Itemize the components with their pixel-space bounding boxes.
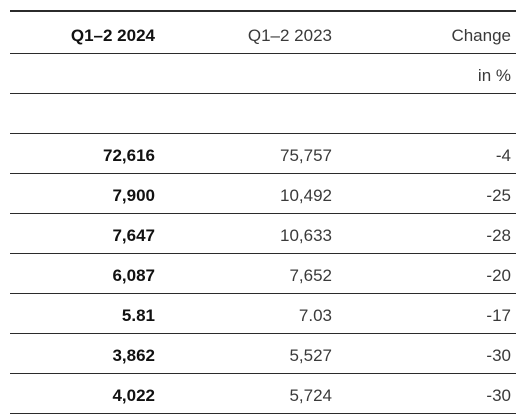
row-rule [10, 213, 516, 214]
table-row-3-current: 7,647 [112, 226, 155, 245]
table-row-4-previous: 7,652 [289, 266, 332, 285]
header-q1-2-2023: Q1–2 2023 [247, 26, 332, 45]
table-row-3-change: -28 [486, 226, 511, 245]
header-change-unit: in % [477, 66, 511, 85]
table-row-5-previous: 7.03 [298, 306, 332, 325]
table-row-1-change: -4 [495, 146, 511, 165]
row-rule [10, 333, 516, 334]
table-row-6-current: 3,862 [112, 346, 155, 365]
table-row-7-change: -30 [486, 386, 511, 405]
table-row-3-previous: 10,633 [280, 226, 332, 245]
row-rule [10, 173, 516, 174]
table-row-2-previous: 10,492 [280, 186, 332, 205]
table-row-2-change: -25 [486, 186, 511, 205]
table-row-6-previous: 5,527 [289, 346, 332, 365]
section-rule [10, 133, 516, 134]
header-change: Change [451, 26, 511, 45]
table-row-1-previous: 75,757 [280, 146, 332, 165]
table-row-7-previous: 5,724 [289, 386, 332, 405]
table-row-6-change: -30 [486, 346, 511, 365]
row-rule [10, 373, 516, 374]
row-rule [10, 253, 516, 254]
header-rule [10, 53, 516, 54]
table-top-rule [10, 10, 516, 12]
table-row-1-current: 72,616 [103, 146, 155, 165]
table-row-2-current: 7,900 [112, 186, 155, 205]
table-row-4-current: 6,087 [112, 266, 155, 285]
table-row-7-current: 4,022 [112, 386, 155, 405]
row-rule [10, 413, 516, 414]
table-row-5-current: 5.81 [121, 306, 155, 325]
table-row-5-change: -17 [486, 306, 511, 325]
row-rule [10, 293, 516, 294]
table-row-4-change: -20 [486, 266, 511, 285]
header-q1-2-2024: Q1–2 2024 [70, 26, 155, 45]
header-bottom-rule [10, 93, 516, 94]
